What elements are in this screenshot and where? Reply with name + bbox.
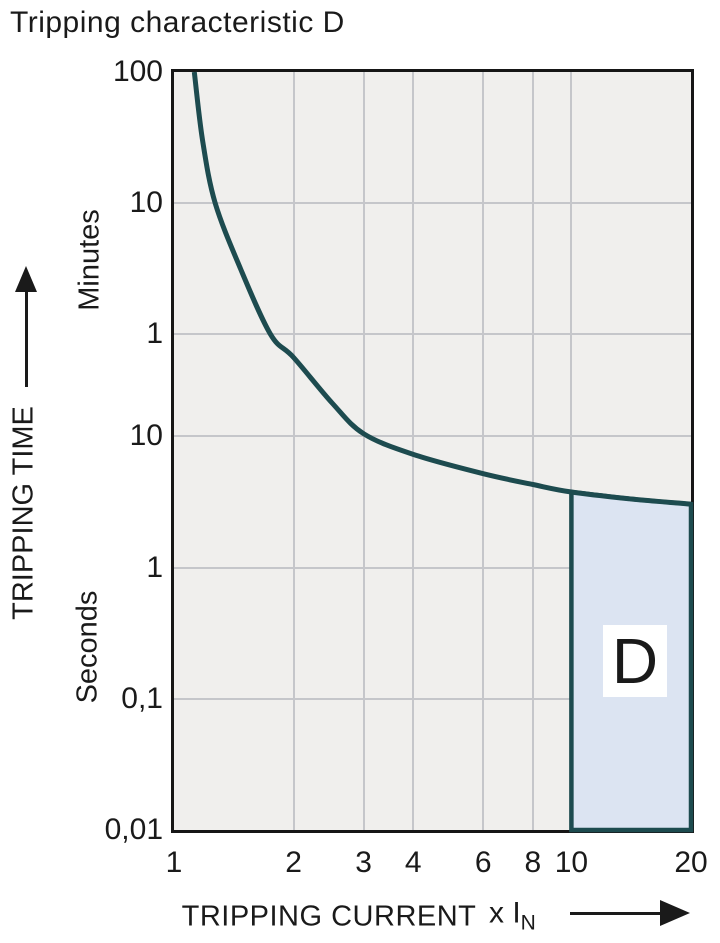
y-axis-arrow-up-icon	[15, 266, 37, 292]
x-tick-label: 4	[404, 846, 422, 879]
region-label-box: D	[603, 625, 667, 697]
curve-layer	[191, 71, 694, 833]
x-axis-arrow-line	[570, 912, 662, 915]
gridline-y	[174, 202, 691, 205]
gridline-x-2	[292, 72, 295, 830]
y-tick-label: 0,1	[121, 681, 163, 715]
gridline-y	[174, 435, 691, 438]
gridline-x-3	[362, 72, 365, 830]
gridline-y	[174, 333, 691, 336]
y-tick-label: 1	[146, 317, 163, 351]
x-axis-multiplier-subscript: N	[520, 911, 536, 935]
x-tick-label: 8	[524, 846, 542, 879]
region-label: D	[611, 625, 659, 697]
y-tick-label: 100	[112, 55, 163, 88]
gridline-x-4	[412, 72, 415, 830]
gridline-x-8	[531, 72, 534, 830]
x-tick-label: 2	[285, 846, 302, 879]
gridline-y	[174, 697, 691, 700]
y-axis-unit-minutes: Minutes	[73, 209, 106, 311]
x-tick-label: 10	[554, 846, 589, 879]
x-tick-label: 20	[674, 846, 708, 879]
x-tick-label: 1	[165, 846, 183, 879]
x-tick-label: 6	[474, 846, 492, 879]
tripping-curve	[191, 71, 692, 507]
x-tick-label: 3	[355, 846, 372, 879]
y-tick-label: 10	[129, 186, 163, 220]
plot-area: D	[171, 69, 694, 833]
x-axis-arrow-right-icon	[660, 900, 690, 926]
y-tick-label: 10	[129, 419, 163, 453]
gridline-x-6	[482, 72, 485, 830]
x-axis-unit: x IN	[489, 897, 536, 936]
y-tick-label: 1	[146, 550, 163, 584]
gridline-y	[174, 566, 691, 569]
y-axis-arrow-line	[25, 291, 28, 387]
gridline-x-10	[570, 72, 573, 830]
chart-title: Tripping characteristic D	[10, 6, 345, 39]
x-axis-title: TRIPPING CURRENT	[181, 900, 477, 933]
x-axis-multiplier: x I	[489, 896, 521, 930]
y-tick-label: 0,01	[104, 813, 163, 846]
